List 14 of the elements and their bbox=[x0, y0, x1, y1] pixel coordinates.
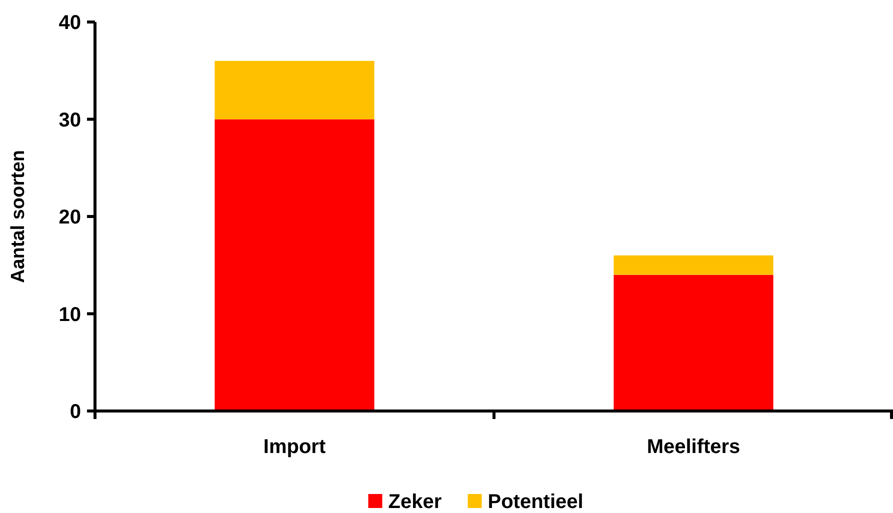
y-tick-label: 30 bbox=[58, 109, 81, 132]
bar bbox=[614, 274, 774, 411]
y-tick-label: 0 bbox=[70, 401, 81, 423]
legend-label: Zeker bbox=[388, 491, 442, 513]
bar bbox=[214, 119, 374, 411]
x-tick-label: Import bbox=[263, 436, 326, 458]
bar bbox=[614, 255, 774, 275]
y-tick-label: 20 bbox=[58, 206, 81, 228]
legend-label: Potentieel bbox=[488, 491, 584, 513]
y-tick-label: 40 bbox=[58, 12, 81, 34]
y-tick-label: 10 bbox=[58, 304, 81, 326]
y-axis-title: Aantal soorten bbox=[8, 150, 29, 284]
x-tick-label: Meelifters bbox=[646, 436, 740, 458]
bar bbox=[214, 60, 374, 120]
